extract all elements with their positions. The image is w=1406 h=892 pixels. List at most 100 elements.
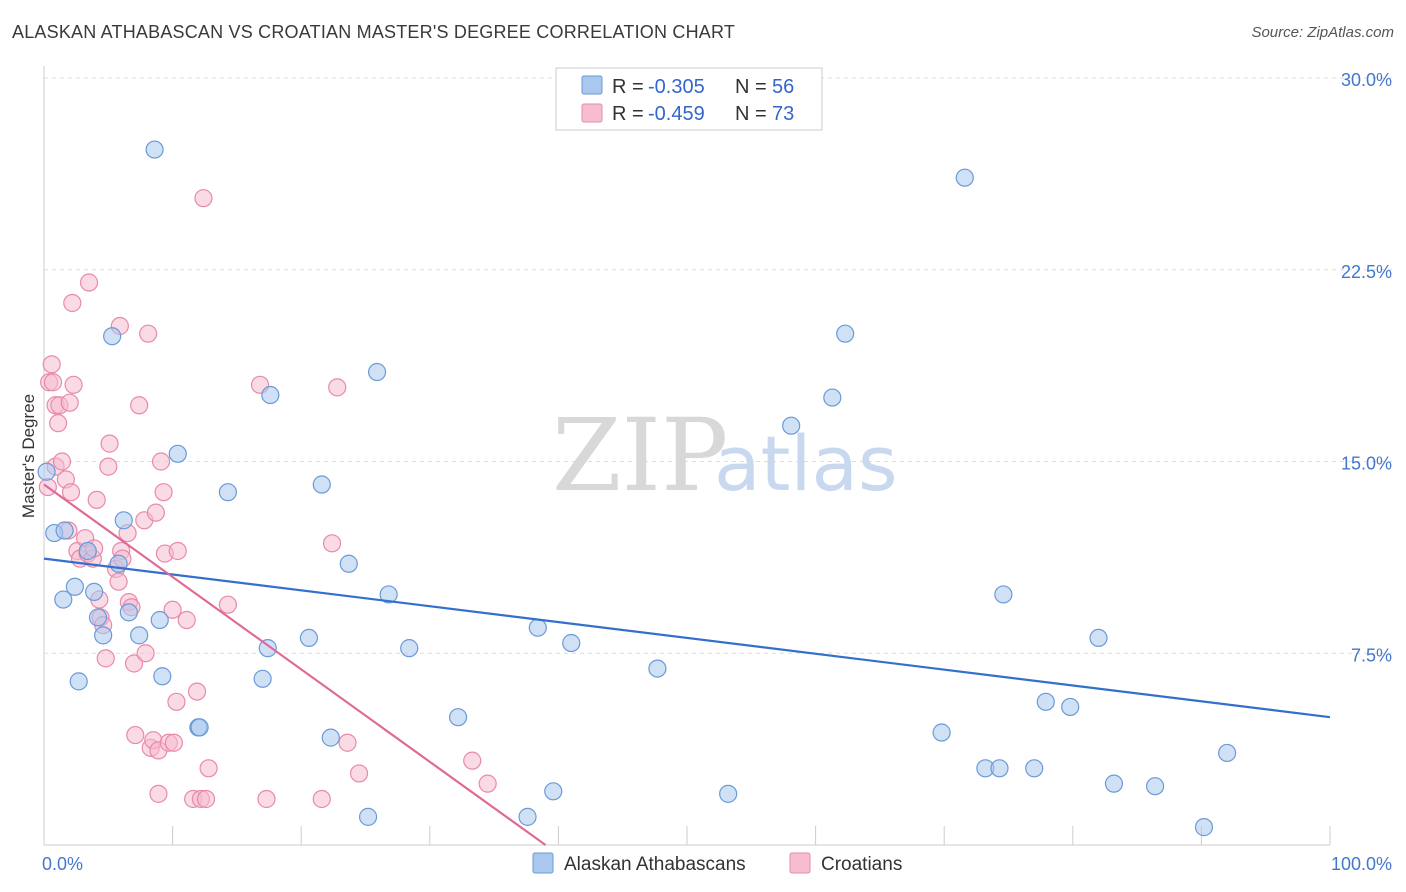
croatian-point-71 (463, 751, 482, 770)
x-tick-label-0: 0.0% (42, 854, 83, 874)
croatian-point-27 (99, 457, 118, 476)
y-axis-label: Master's Degree (19, 394, 38, 518)
croatian-point-53 (164, 733, 183, 752)
watermark: ZIP atlas (552, 397, 898, 514)
athabascan-point-22 (253, 669, 272, 688)
croatian-point-68 (328, 378, 347, 397)
bottom-legend-label-2: Croatians (821, 854, 902, 875)
croatian-point-28 (100, 434, 119, 453)
athabascan-point-37 (562, 633, 581, 653)
croatian-point-6 (49, 414, 68, 433)
athabascan-point-47 (994, 585, 1013, 604)
athabascan-point-44 (955, 168, 974, 187)
athabascan-point-32 (400, 639, 419, 658)
bottom-legend-swatch-blue (532, 852, 554, 874)
athabascan-point-23 (258, 639, 277, 658)
legend-n-value-2: 73 (772, 103, 794, 125)
chart-title: ALASKAN ATHABASCAN VS CROATIAN MASTER'S … (12, 22, 736, 42)
athabascan-point-0 (37, 462, 56, 481)
legend-n-label-2: N = (735, 103, 767, 125)
croatian-point-48 (151, 452, 171, 471)
croatian-point-63 (218, 595, 237, 614)
athabascan-point-55 (1218, 743, 1237, 763)
bottom-legend: Alaskan Athabascans Croatians (532, 852, 902, 875)
croatian-point-62 (199, 759, 218, 778)
y-tick-label-3: 30.0% (1341, 70, 1392, 90)
athabascan-point-51 (1089, 628, 1108, 648)
source-label: Source: ZipAtlas.com (1251, 24, 1394, 41)
legend-r-label-1: R = (612, 76, 644, 98)
croatian-point-67 (322, 534, 342, 553)
croatian-point-58 (187, 682, 207, 701)
croatian-point-19 (79, 273, 99, 292)
croatian-point-30 (109, 572, 128, 591)
croatian-point-13 (63, 293, 82, 313)
athabascan-point-30 (367, 362, 387, 382)
legend-r-value-2: -0.459 (648, 103, 705, 125)
athabascan-point-14 (130, 626, 149, 645)
athabascan-point-3 (54, 590, 73, 609)
athabascan-point-12 (114, 511, 133, 530)
croatian-point-49 (154, 483, 173, 502)
athabascan-point-25 (299, 628, 319, 648)
legend-swatch-blue (581, 75, 603, 95)
athabascan-point-41 (823, 388, 842, 407)
croatian-point-22 (87, 490, 106, 509)
croatian-point-26 (96, 649, 115, 668)
watermark-zip: ZIP (552, 397, 728, 514)
athabascan-trend-line (43, 557, 1331, 719)
croatian-point-60 (194, 189, 213, 208)
athabascan-point-53 (1146, 777, 1165, 796)
grid-lines (44, 77, 1392, 654)
athabascan-point-7 (85, 582, 104, 601)
athabascan-point-10 (103, 327, 122, 346)
legend-r-value-1: -0.305 (648, 76, 705, 98)
croatian-point-41 (136, 644, 155, 663)
croatian-point-55 (168, 541, 187, 561)
athabascan-point-39 (719, 784, 738, 803)
croatian-point-42 (139, 324, 158, 343)
legend-n-label-1: N = (735, 76, 767, 98)
athabascan-point-13 (119, 603, 138, 622)
athabascan-point-48 (1025, 759, 1044, 778)
athabascan-point-11 (109, 554, 128, 573)
legend-swatch-pink (581, 103, 603, 123)
croatian-point-54 (167, 692, 186, 711)
athabascan-point-40 (782, 416, 801, 435)
legend: R = -0.305 N = 56 R = -0.459 N = 73 (555, 67, 823, 131)
athabascan-point-21 (218, 483, 237, 502)
alaskan-athabascans-points (37, 140, 1237, 837)
athabascan-point-35 (528, 618, 547, 637)
legend-n-value-1: 56 (772, 76, 794, 98)
croatian-point-11 (60, 393, 79, 412)
athabascan-point-8 (88, 608, 108, 627)
athabascan-point-27 (321, 728, 340, 747)
croatian-point-72 (478, 774, 497, 793)
croatian-point-2 (42, 355, 61, 374)
athabascan-point-36 (544, 782, 563, 801)
athabascan-point-6 (78, 541, 97, 561)
croatian-point-14 (64, 375, 83, 394)
athabascan-point-43 (932, 723, 951, 742)
athabascan-point-28 (339, 554, 358, 573)
croatian-point-69 (338, 733, 357, 752)
y-tick-label-0: 7.5% (1351, 645, 1392, 665)
croatian-point-56 (177, 610, 196, 630)
bottom-legend-swatch-pink (789, 852, 811, 874)
bottom-legend-label-1: Alaskan Athabascans (564, 854, 746, 875)
croatian-point-12 (61, 483, 81, 502)
athabascan-point-52 (1104, 774, 1124, 793)
croatian-point-52 (163, 600, 182, 619)
y-tick-label-2: 22.5% (1341, 262, 1392, 282)
athabascan-point-26 (312, 475, 331, 494)
croatian-point-38 (126, 725, 145, 745)
athabascan-point-15 (145, 140, 164, 159)
axes (43, 66, 1331, 846)
x-tick-label-1: 100.0% (1331, 854, 1392, 874)
croatian-point-47 (149, 784, 168, 803)
croatian-point-37 (124, 654, 144, 673)
athabascan-point-24 (261, 385, 280, 405)
croatian-point-66 (312, 789, 331, 809)
tick-labels: 7.5% 15.0% 22.5% 30.0% 0.0% 100.0% (42, 70, 1392, 874)
